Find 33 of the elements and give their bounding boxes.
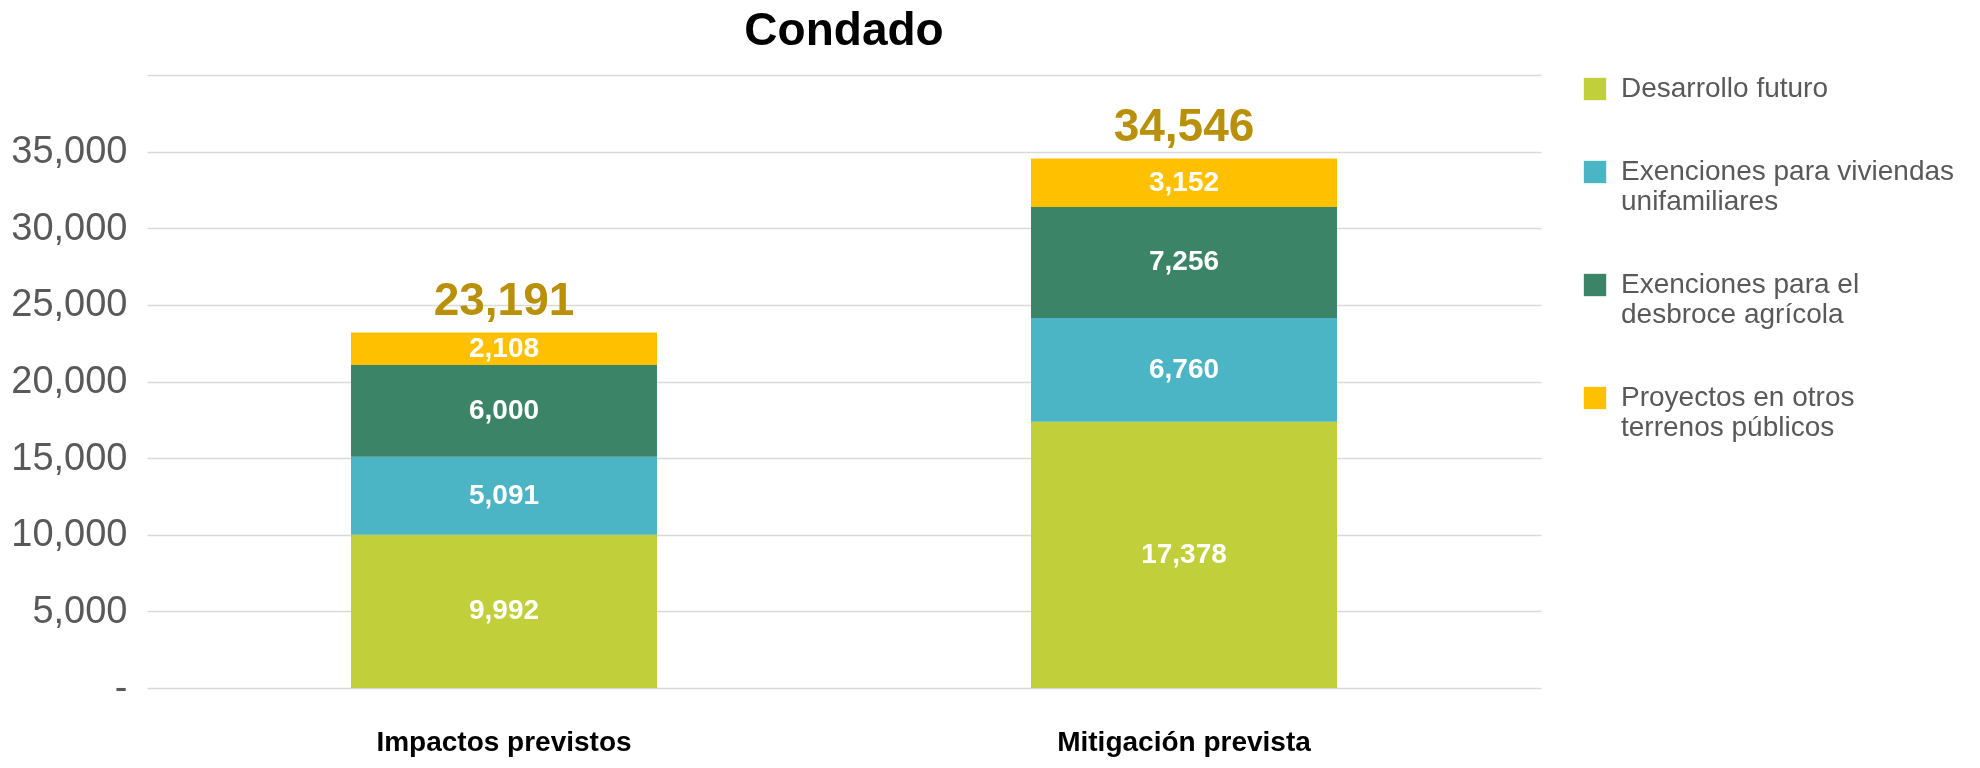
data-label: 2,108 <box>468 331 540 363</box>
total-label: 34,546 <box>1113 98 1255 151</box>
bar <box>351 364 657 457</box>
x-tick-label: Mitigación prevista <box>1057 725 1312 757</box>
chart-title: Condado <box>744 3 944 55</box>
y-tick-label: 15,000 <box>11 435 128 478</box>
y-tick-label: 20,000 <box>11 359 128 401</box>
y-tick-label: - <box>114 665 128 708</box>
data-label: 6,760 <box>1148 352 1220 384</box>
y-tick-label: 5,000 <box>32 588 128 631</box>
x-tick-label: Impactos previstos <box>376 725 632 757</box>
legend-label: Exenciones para viviendas unifamiliares <box>1621 155 1955 216</box>
data-label: 6,000 <box>468 393 540 425</box>
total-label: 23,191 <box>433 272 575 325</box>
y-tick-label: 25,000 <box>11 282 128 325</box>
y-tick-label: 10,000 <box>11 512 128 555</box>
y-tick-label: 30,000 <box>11 205 128 248</box>
bar <box>1031 318 1337 422</box>
data-label: 7,256 <box>1148 245 1220 277</box>
legend-label: Exenciones para el desbroce agrícola <box>1621 268 1860 329</box>
bar <box>351 456 657 535</box>
data-label: 17,378 <box>1141 537 1227 569</box>
legend-label: Proyectos en otros terrenos públicos <box>1621 381 1855 442</box>
bar <box>1031 206 1337 319</box>
bar <box>351 332 657 365</box>
data-label: 3,152 <box>1148 165 1220 197</box>
bar <box>1031 421 1337 688</box>
y-tick-label: 35,000 <box>11 129 128 172</box>
data-label: 5,091 <box>468 478 540 510</box>
data-label: 9,992 <box>468 594 540 626</box>
legend-label: Desarrollo futuro <box>1621 72 1828 103</box>
bar <box>351 534 657 688</box>
bar <box>1031 158 1337 207</box>
